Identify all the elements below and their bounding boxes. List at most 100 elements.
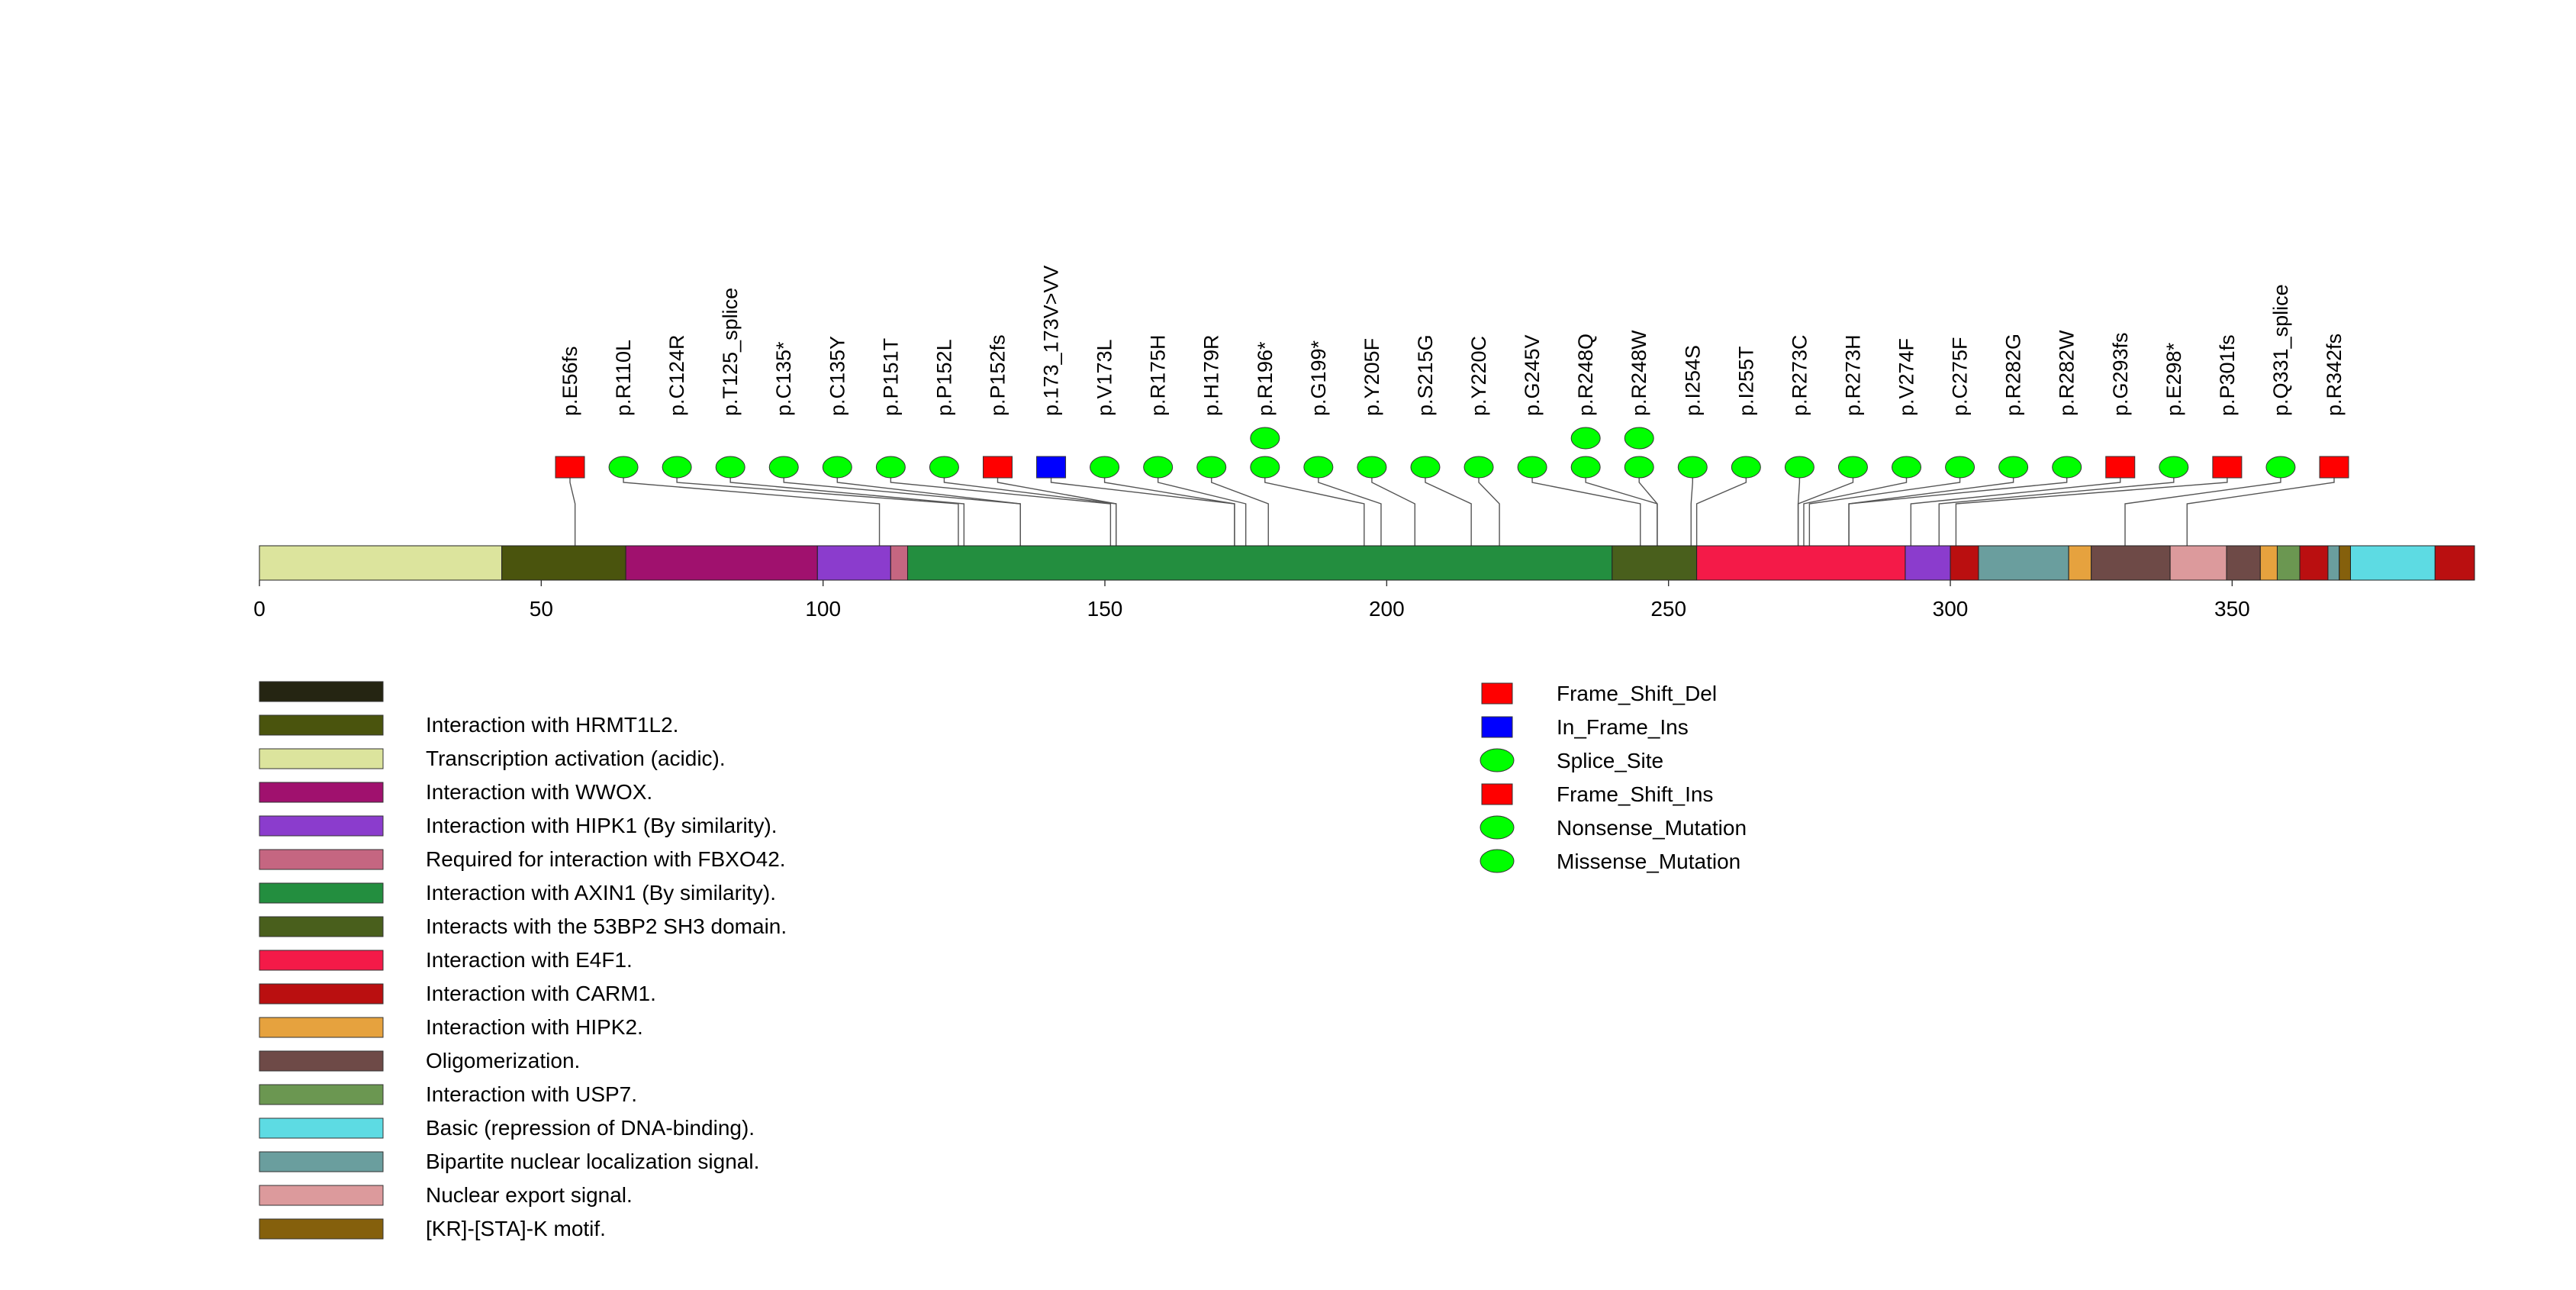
mutation-label: p.173_173V>VV [1040, 266, 1063, 416]
domain-blocks [259, 545, 2475, 581]
mutation-marker [2159, 456, 2189, 479]
domain-block [1905, 545, 1951, 581]
domain-block [1978, 545, 2069, 581]
mutation-label: p.C275F [1949, 337, 1972, 416]
mutation-label: p.R342fs [2323, 334, 2346, 416]
mutation-marker [1463, 456, 1494, 479]
legend-label: [KR]-[STA]-K motif. [426, 1217, 606, 1240]
mutation-label: p.Q331_splice [2269, 284, 2292, 416]
legend-swatch [259, 748, 384, 769]
mutation-label: p.I254S [1681, 345, 1704, 416]
mutation-label: p.R248Q [1574, 334, 1597, 416]
mutation-stem [1938, 467, 2175, 546]
mutation-marker [1570, 427, 1601, 450]
mutation-marker [929, 456, 959, 479]
mutation-markers [555, 427, 2349, 479]
legend-swatch [259, 681, 384, 702]
axis-tick-label: 300 [1933, 597, 1969, 621]
mutation-stem [1050, 467, 1235, 546]
legend-label: Oligomerization. [426, 1049, 580, 1072]
legend-label: Interaction with HIPK2. [426, 1015, 643, 1039]
domain-block [890, 545, 908, 581]
mutation-stem [836, 467, 1021, 546]
domain-block [625, 545, 818, 581]
legend-label: Interaction with CARM1. [426, 982, 656, 1005]
domain-block [501, 545, 626, 581]
mutation-label: p.R196* [1254, 341, 1277, 416]
mutation-label: p.P151T [879, 338, 902, 416]
legend-swatch [259, 1218, 384, 1240]
mutation-label: p.G293fs [2109, 332, 2132, 416]
mutation-label: p.C135Y [826, 336, 848, 416]
protein-track [259, 545, 2475, 581]
mutation-type-legend: Frame_Shift_Del In_Frame_Ins Splice_Site Fr… [1480, 682, 1747, 873]
mutation-marker [1892, 456, 1922, 479]
domain-block [2259, 545, 2278, 581]
mutation-stem [1425, 467, 1472, 546]
legend-swatch [259, 1117, 384, 1139]
mutation-stem [1808, 467, 1961, 546]
mutation-marker [715, 456, 745, 479]
domain-block [2068, 545, 2092, 581]
legend-label: Nonsense_Mutation [1557, 816, 1747, 840]
mutation-marker [1036, 456, 1067, 479]
domain-legend: Interaction with HRMT1L2. Transcription a… [259, 681, 787, 1240]
axis-tick-label: 100 [805, 597, 841, 621]
mutation-stem [1478, 467, 1500, 546]
mutation-stem [1848, 467, 2014, 546]
mutation-label: p.P301fs [2216, 334, 2239, 416]
axis-tick-label: 50 [530, 597, 553, 621]
mutation-marker [1143, 456, 1174, 479]
axis-tick-label: 0 [253, 597, 266, 621]
legend-label: Frame_Shift_Del [1557, 682, 1717, 705]
mutation-marker [1303, 456, 1334, 479]
legend-marker [1480, 849, 1515, 873]
domain-block [2169, 545, 2227, 581]
mutation-stem [1157, 467, 1247, 546]
legend-swatch [259, 782, 384, 803]
legend-label: Basic (repression of DNA-binding). [426, 1116, 755, 1140]
mutation-marker [1517, 456, 1547, 479]
mutation-label: p.T125_splice [719, 288, 742, 416]
mutation-label: p.V274F [1895, 338, 1918, 416]
mutation-stem [676, 467, 959, 546]
mutation-marker [1357, 456, 1387, 479]
mutation-stem [569, 467, 576, 546]
domain-block [1950, 545, 1979, 581]
mutation-marker [1624, 427, 1654, 450]
mutation-marker [1837, 456, 1868, 479]
legend-label: In_Frame_Ins [1557, 715, 1689, 739]
domain-block [2339, 545, 2351, 581]
mutation-stem [1585, 467, 1658, 546]
legend-swatch [259, 983, 384, 1005]
mutation-labels: p.E56fs p.R110L p.C124R p.T125_splice p.C135… [559, 266, 2346, 416]
legend-swatch [259, 714, 384, 736]
mutation-label: p.R175H [1147, 334, 1170, 416]
mutation-label: p.E56fs [559, 346, 581, 416]
mutation-marker [2052, 456, 2082, 479]
legend-label: Interaction with HIPK1 (By similarity). [426, 814, 778, 837]
domain-block [1612, 545, 1698, 581]
mutation-label: p.R248W [1628, 330, 1650, 416]
mutation-marker [1250, 427, 1280, 450]
legend-label: Required for interaction with FBXO42. [426, 847, 786, 871]
legend-swatch [259, 1185, 384, 1206]
mutation-marker [1090, 456, 1120, 479]
mutation-marker [2319, 456, 2349, 479]
mutation-marker [1250, 456, 1280, 479]
mutation-label: p.P152fs [986, 334, 1009, 416]
mutation-stem [2124, 467, 2281, 546]
mutation-stem [1103, 467, 1235, 546]
legend-swatch [259, 950, 384, 971]
legend-swatch [259, 1084, 384, 1105]
legend-marker [1480, 748, 1515, 772]
mutation-label: p.E298* [2162, 342, 2185, 416]
legend-label: Nuclear export signal. [426, 1183, 633, 1207]
mutation-stem [1531, 467, 1641, 546]
mutation-stem [1211, 467, 1269, 546]
mutation-stem [1848, 467, 2068, 546]
mutation-label: p.P152L [932, 339, 955, 416]
domain-block [2091, 545, 2171, 581]
mutation-stem [1955, 467, 2228, 546]
position-axis: 0 50 100 150 200 250 300 350 [253, 580, 2250, 621]
